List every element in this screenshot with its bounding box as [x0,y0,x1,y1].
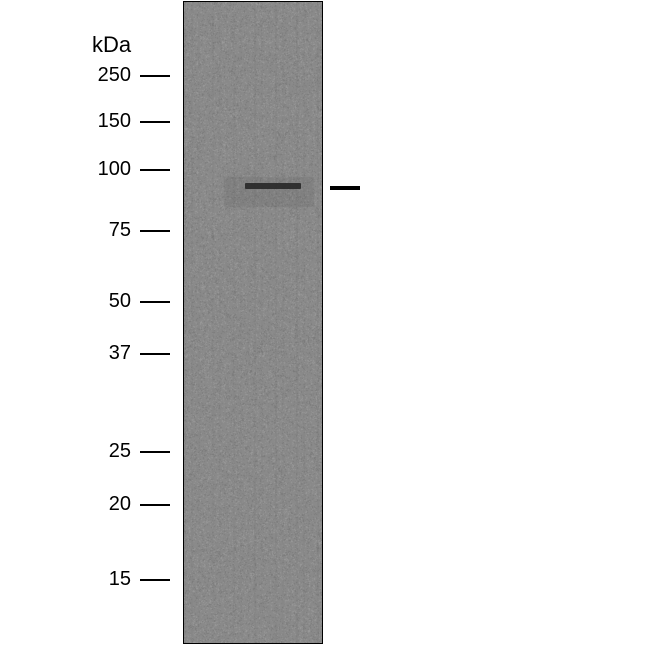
mw-marker-tick [140,353,170,355]
mw-marker-label: 20 [71,493,131,516]
blot-lane [183,1,323,644]
mw-marker-label: 50 [71,290,131,313]
mw-marker-label: 75 [71,219,131,242]
mw-marker-tick [140,75,170,77]
mw-marker-tick [140,301,170,303]
mw-marker-tick [140,579,170,581]
mw-marker-tick [140,504,170,506]
blot-lane-texture [184,2,322,643]
mw-marker-label: 15 [71,568,131,591]
mw-marker-tick [140,230,170,232]
mw-marker-label: 100 [71,158,131,181]
mw-marker-tick [140,121,170,123]
mw-marker-tick [140,169,170,171]
band-indicator-tick [330,186,360,190]
mw-marker-label: 250 [71,64,131,87]
protein-band [245,183,301,189]
mw-marker-label: 37 [71,342,131,365]
mw-marker-tick [140,451,170,453]
mw-marker-label: 25 [71,440,131,463]
western-blot-figure: kDa 250 150 100 75 50 37 25 20 15 [0,0,650,650]
unit-label-kda: kDa [92,32,131,58]
mw-marker-label: 150 [71,110,131,133]
